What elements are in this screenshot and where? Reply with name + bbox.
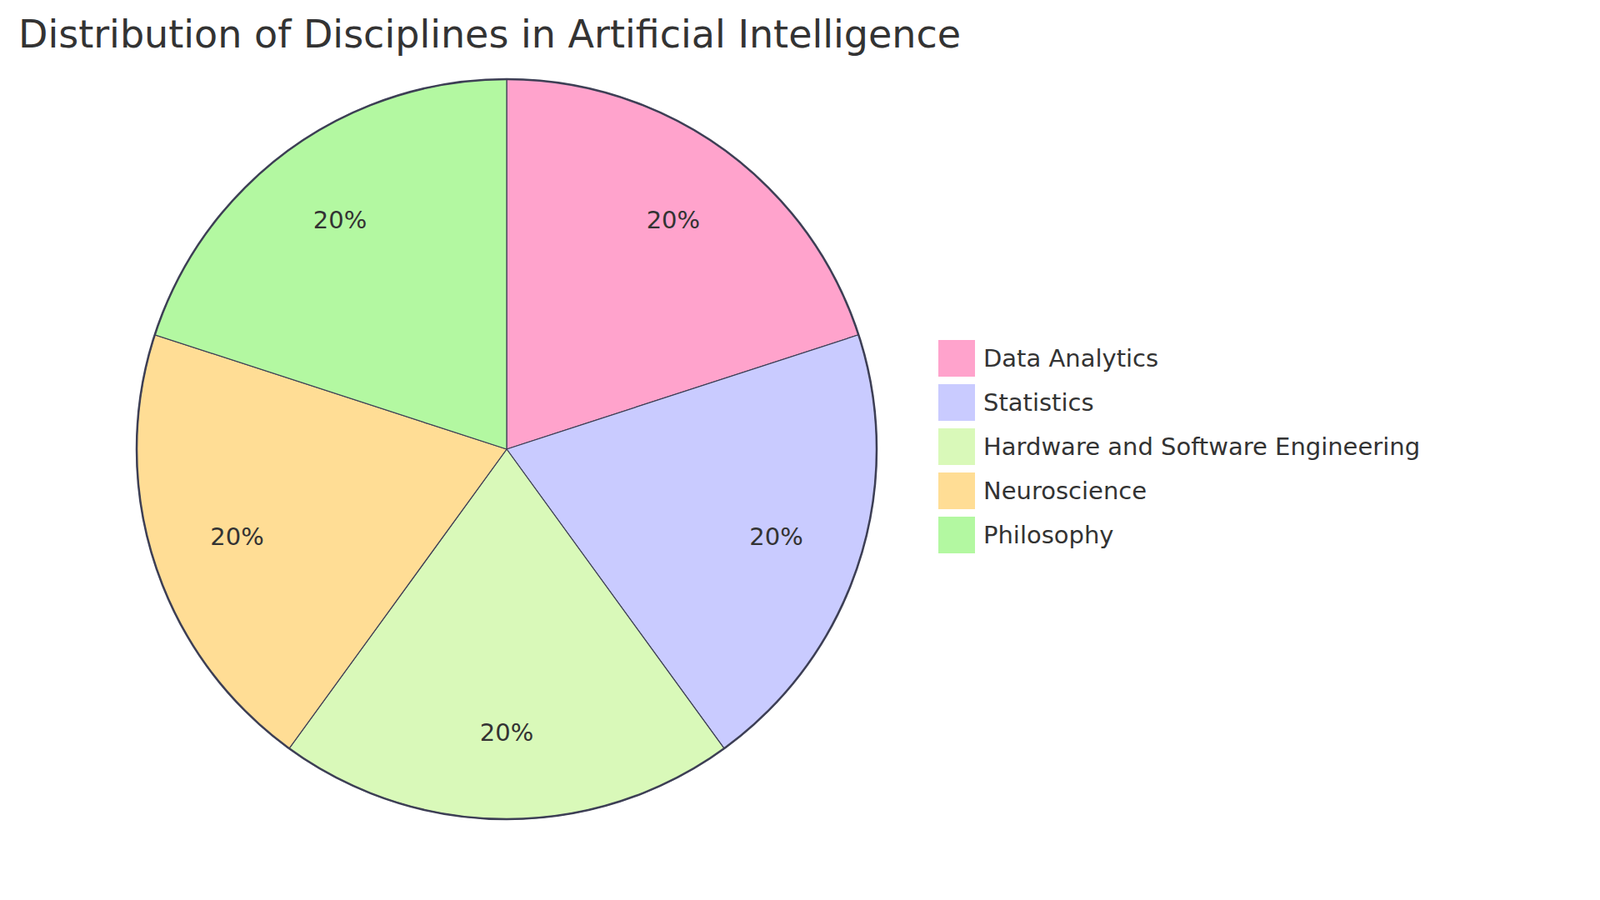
legend-label: Hardware and Software Engineering	[983, 432, 1420, 461]
legend-label: Neuroscience	[983, 476, 1147, 505]
legend-label: Statistics	[983, 388, 1095, 417]
legend-swatch	[938, 340, 975, 377]
legend-swatch	[938, 516, 975, 554]
legend-swatch	[938, 384, 975, 421]
legend-item: Hardware and Software Engineering	[938, 428, 1420, 465]
legend-item: Neuroscience	[938, 472, 1147, 510]
data-label: 20%	[313, 205, 367, 235]
legend-swatch	[938, 428, 975, 465]
data-label: 20%	[480, 718, 534, 747]
legend-label: Philosophy	[983, 520, 1115, 550]
legend-item: Statistics	[938, 384, 1095, 421]
pie-outline	[136, 79, 877, 820]
data-label: 20%	[646, 205, 700, 235]
pie-group: 20% 20% 20% 20% 20%	[136, 79, 877, 820]
legend-swatch	[938, 472, 975, 510]
pie-slice	[155, 79, 507, 450]
chart-canvas: Distribution of Disciplines in Artificia…	[0, 0, 1600, 900]
chart-title: Distribution of Disciplines in Artificia…	[18, 11, 961, 57]
data-label: 20%	[210, 522, 264, 551]
legend-item: Data Analytics	[938, 340, 1159, 377]
legend-label: Data Analytics	[983, 344, 1159, 373]
legend-item: Philosophy	[938, 516, 1115, 554]
legend: Data Analytics Statistics Hardware and Sof…	[938, 340, 1420, 554]
data-label: 20%	[749, 522, 803, 551]
